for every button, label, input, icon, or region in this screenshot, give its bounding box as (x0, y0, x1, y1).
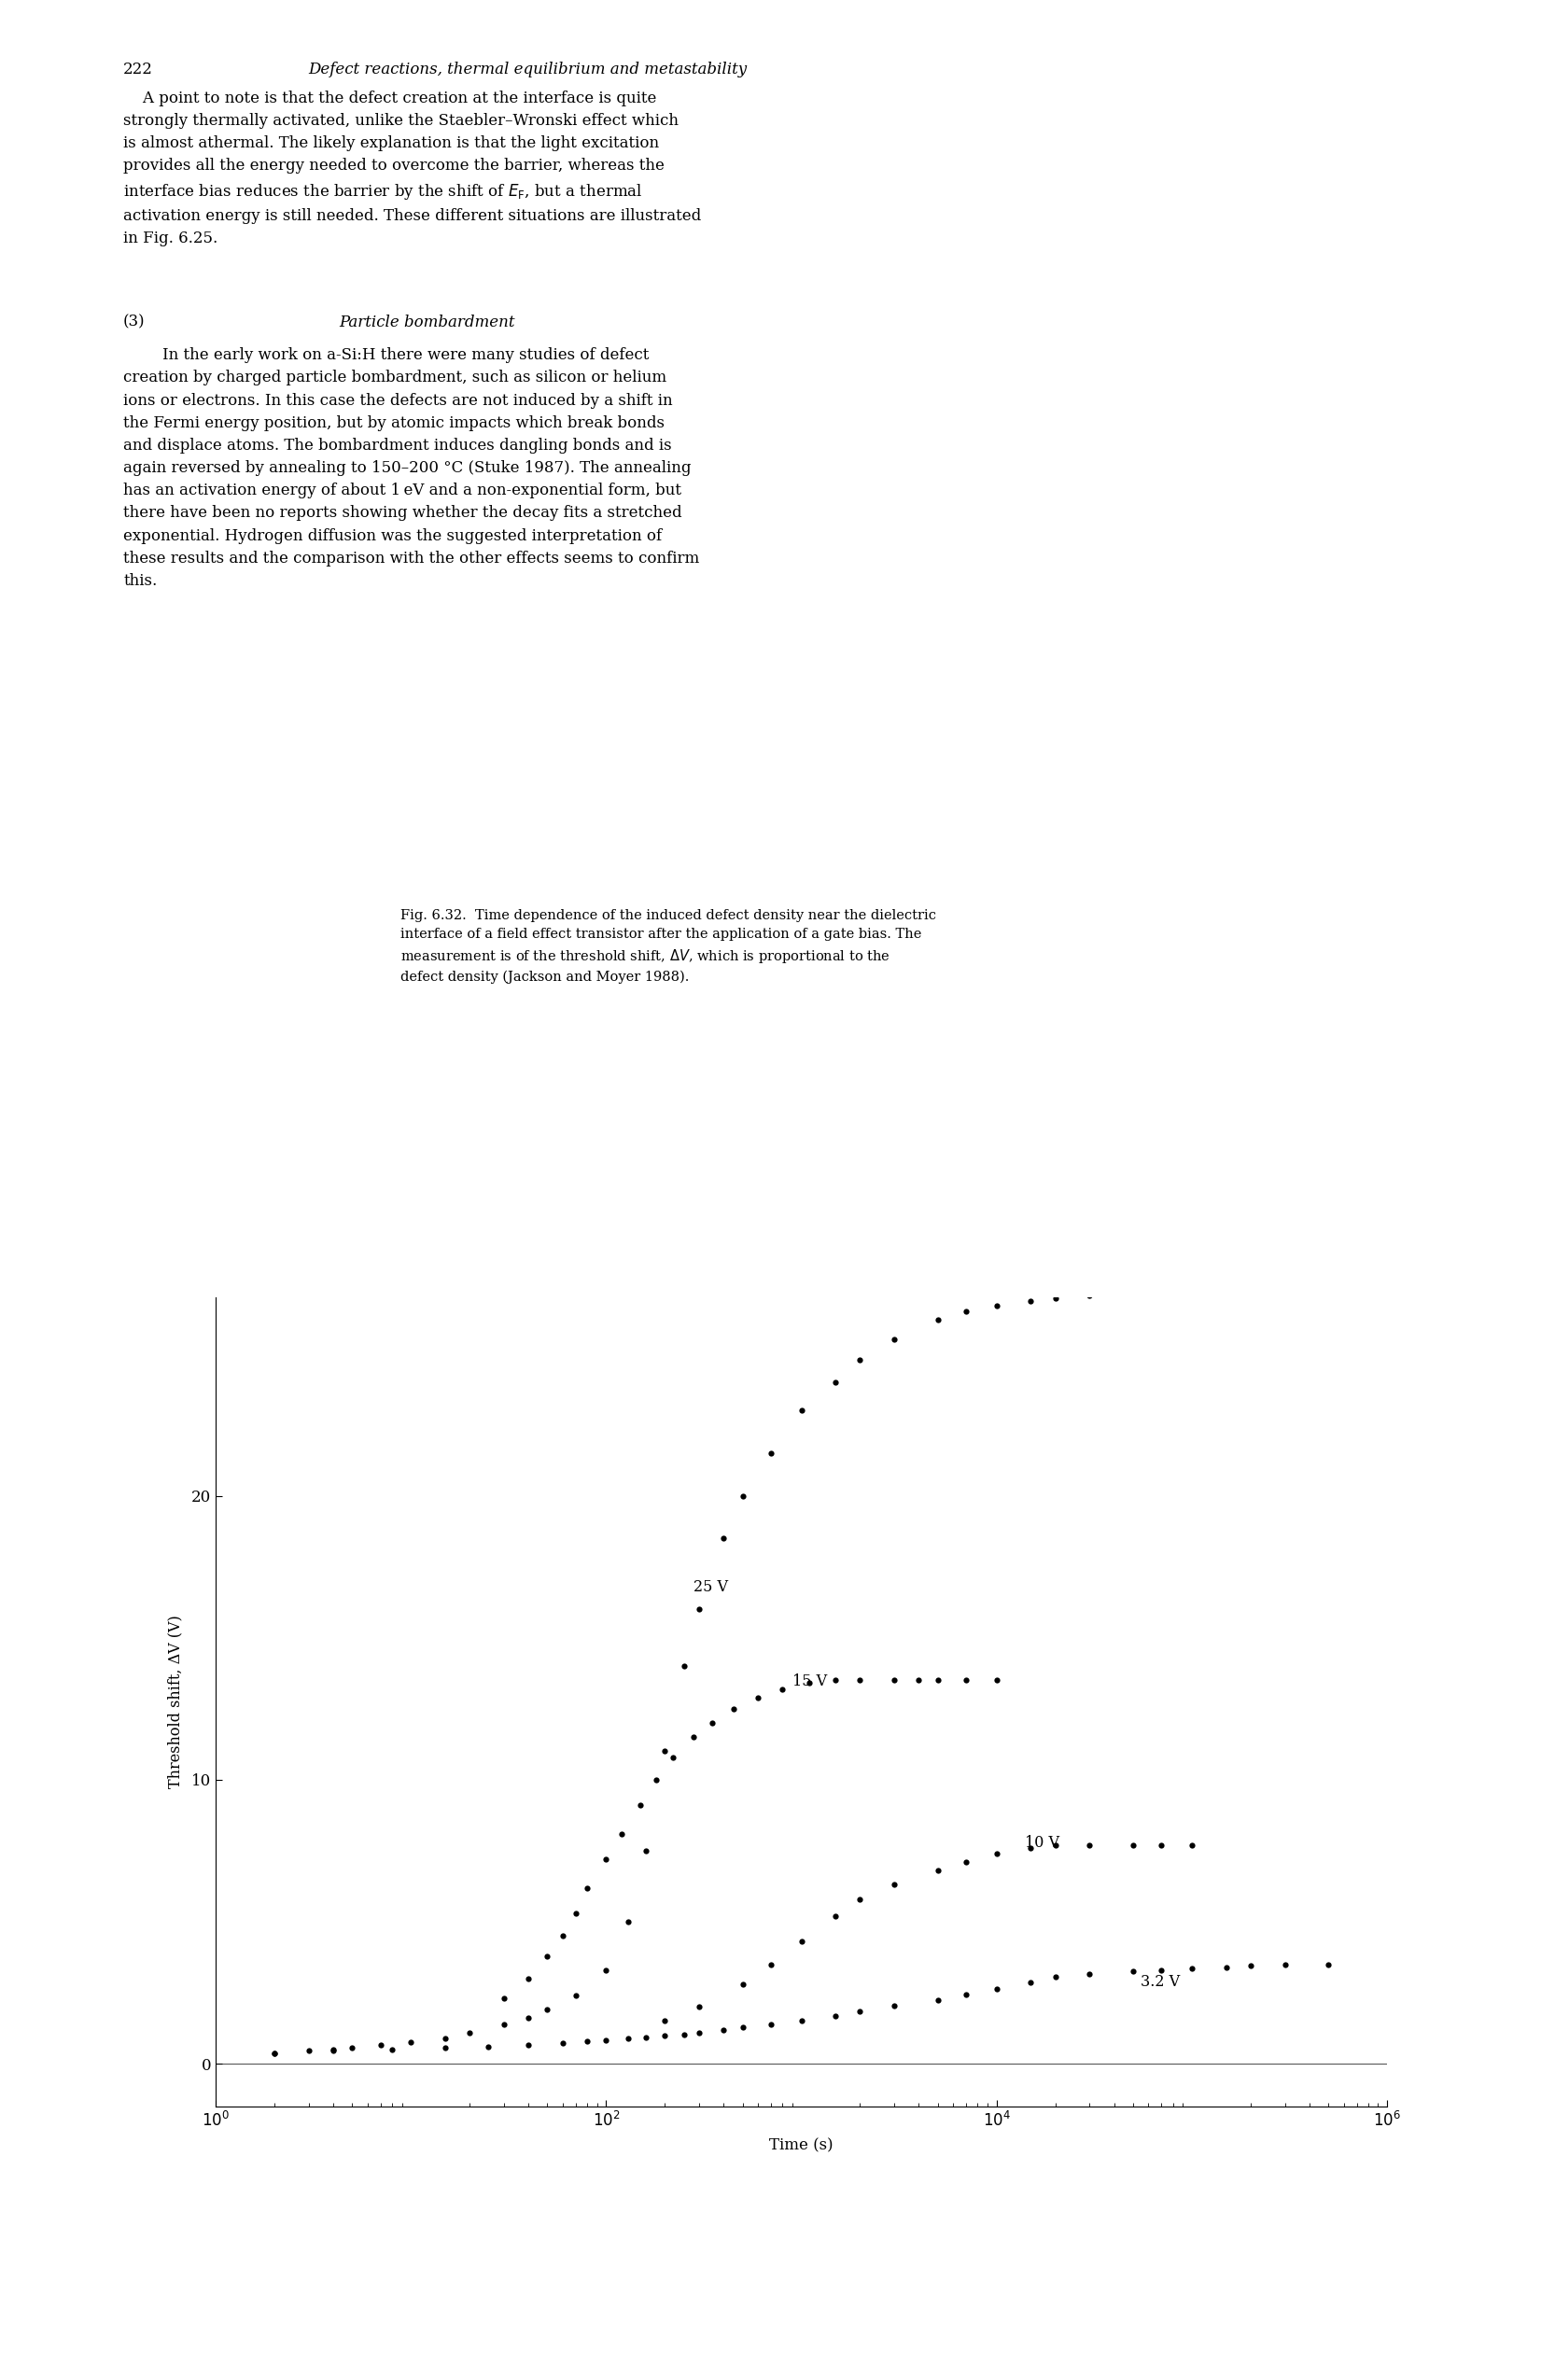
Text: In the early work on a-Si:H there were many studies of defect
creation by charge: In the early work on a-Si:H there were m… (123, 347, 700, 588)
Text: 222: 222 (123, 62, 153, 79)
Text: 15 V: 15 V (792, 1673, 828, 1690)
Text: 10 V: 10 V (1025, 1835, 1060, 1852)
Text: Defect reactions, thermal equilibrium and metastability: Defect reactions, thermal equilibrium an… (308, 62, 747, 79)
Y-axis label: Threshold shift, ΔV (V): Threshold shift, ΔV (V) (168, 1616, 183, 1787)
Text: (3): (3) (123, 314, 145, 331)
Text: 25 V: 25 V (693, 1580, 727, 1595)
Text: Particle bombardment: Particle bombardment (339, 314, 515, 331)
Text: Fig. 6.32.  Time dependence of the induced defect density near the dielectric
in: Fig. 6.32. Time dependence of the induce… (401, 909, 937, 983)
Text: 3.2 V: 3.2 V (1140, 1973, 1180, 1990)
Text: A point to note is that the defect creation at the interface is quite
strongly t: A point to note is that the defect creat… (123, 90, 701, 245)
X-axis label: Time (s): Time (s) (769, 2137, 834, 2154)
